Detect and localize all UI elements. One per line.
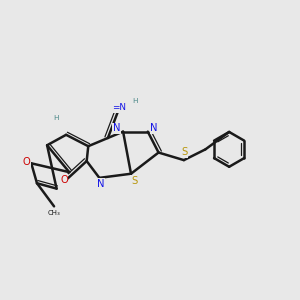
Text: =N: =N — [112, 103, 126, 112]
Text: N: N — [113, 124, 121, 134]
Text: N: N — [97, 178, 105, 189]
Text: H: H — [132, 98, 138, 104]
Text: H: H — [53, 115, 59, 121]
Text: S: S — [131, 176, 137, 186]
Text: S: S — [182, 147, 188, 157]
Text: O: O — [60, 175, 68, 185]
Text: O: O — [22, 157, 30, 167]
Text: N: N — [150, 124, 158, 134]
Text: CH₃: CH₃ — [48, 210, 60, 216]
